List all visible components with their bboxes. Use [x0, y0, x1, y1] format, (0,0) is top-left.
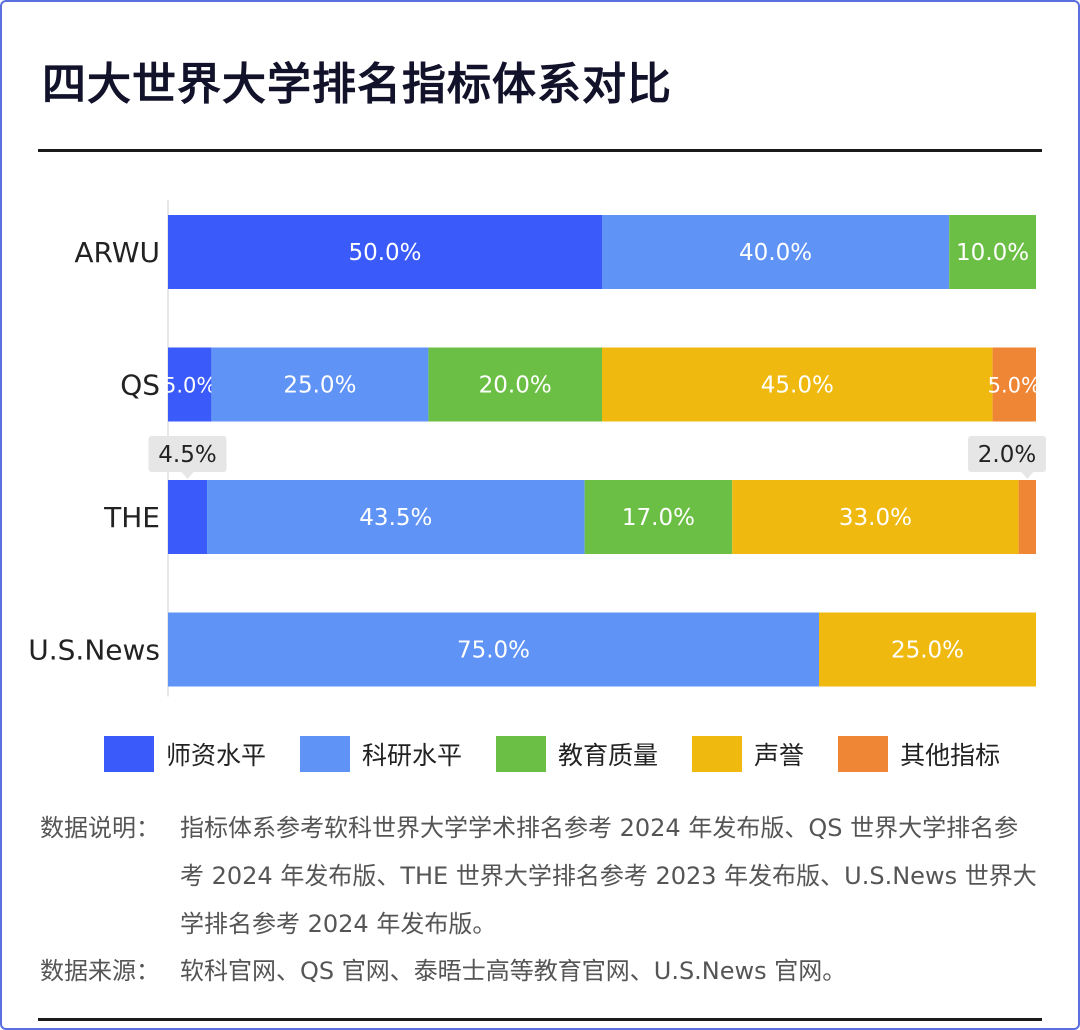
legend-label-reputation: 声誉: [754, 741, 805, 770]
bar-segment-3-3: [819, 612, 1036, 687]
chart-legend: 师资水平 科研水平 教育质量 声誉 其他指标: [104, 736, 1034, 772]
bar-segment-1-1: [211, 347, 429, 422]
data-label-2-4: 2.0%: [978, 442, 1036, 468]
data-source-key: 数据来源：: [40, 957, 160, 985]
bar-segment-2-3: [732, 480, 1019, 554]
category-label-3: U.S.News: [28, 634, 160, 667]
data-label-1-0: 5.0%: [163, 374, 216, 398]
stacked-bar-chart: ARWU 50.0% 40.0% 10.0%QS 5.0% 25.0% 20.0% 45.0%…: [28, 200, 1046, 697]
bottom-divider: [38, 1018, 1042, 1021]
legend-swatch-research: [300, 736, 351, 772]
category-label-1: QS: [120, 369, 160, 402]
category-label-0: ARWU: [74, 236, 160, 269]
data-description: 数据说明： 指标体系参考软科世界大学学术排名参考 2024 年发布版、QS 世界…: [40, 804, 1050, 954]
bar-segment-2-4: [1018, 480, 1036, 554]
data-label-2-1: 43.5%: [359, 505, 432, 531]
bar-segment-2-0: [168, 480, 208, 554]
callout-box-2-4: [968, 436, 1046, 472]
data-label-2-0: 4.5%: [158, 442, 216, 468]
bar-segment-1-2: [428, 347, 602, 422]
legend-label-education: 教育质量: [558, 741, 659, 770]
data-label-1-2: 20.0%: [479, 373, 552, 399]
bar-segment-1-3: [602, 347, 993, 422]
legend-item-faculty: 师资水平: [104, 736, 266, 772]
bar-segment-0-1: [602, 215, 950, 289]
callout-pointer-2-0: [181, 472, 194, 479]
top-divider: [38, 149, 1042, 152]
legend-swatch-faculty: [104, 736, 154, 772]
category-label-2: THE: [103, 501, 160, 534]
bar-segment-2-2: [584, 480, 733, 554]
data-source: 数据来源： 软科官网、QS 官网、泰晤士高等教育官网、U.S.News 官网。: [40, 947, 1050, 997]
data-description-text: 指标体系参考软科世界大学学术排名参考 2024 年发布版、QS 世界大学排名参考…: [180, 814, 1037, 938]
bar-segment-0-2: [949, 215, 1036, 289]
data-label-2-3: 33.0%: [839, 505, 912, 531]
bar-segment-1-0: [168, 347, 212, 422]
legend-label-research: 科研水平: [362, 741, 463, 770]
bar-segment-0-0: [168, 215, 602, 289]
callout-pointer-2-4: [1021, 472, 1034, 479]
legend-swatch-other: [838, 736, 889, 772]
data-label-0-0: 50.0%: [348, 240, 421, 266]
legend-item-reputation: 声誉: [692, 736, 804, 772]
bar-segment-2-1: [207, 480, 585, 554]
data-label-2-2: 17.0%: [622, 505, 695, 531]
legend-swatch-reputation: [692, 736, 743, 772]
bar-segment-3-1: [168, 612, 819, 687]
legend-swatch-education: [496, 736, 547, 772]
data-source-text: 软科官网、QS 官网、泰晤士高等教育官网、U.S.News 官网。: [180, 957, 847, 985]
data-label-3-3: 25.0%: [891, 638, 964, 664]
data-label-1-4: 5.0%: [988, 374, 1041, 398]
page-title: 四大世界大学排名指标体系对比: [42, 59, 672, 110]
data-label-0-1: 40.0%: [739, 240, 812, 266]
data-label-3-1: 75.0%: [457, 638, 530, 664]
legend-item-education: 教育质量: [496, 736, 658, 772]
legend-item-other: 其他指标: [838, 736, 1000, 772]
data-label-1-3: 45.0%: [761, 373, 834, 399]
data-label-0-2: 10.0%: [956, 240, 1029, 266]
bar-segment-1-4: [992, 347, 1036, 422]
data-label-1-1: 25.0%: [283, 373, 356, 399]
data-description-key: 数据说明：: [40, 814, 160, 842]
legend-label-other: 其他指标: [900, 741, 1001, 770]
legend-item-research: 科研水平: [300, 736, 462, 772]
callout-box-2-0: [148, 436, 227, 472]
legend-label-faculty: 师资水平: [166, 741, 267, 770]
